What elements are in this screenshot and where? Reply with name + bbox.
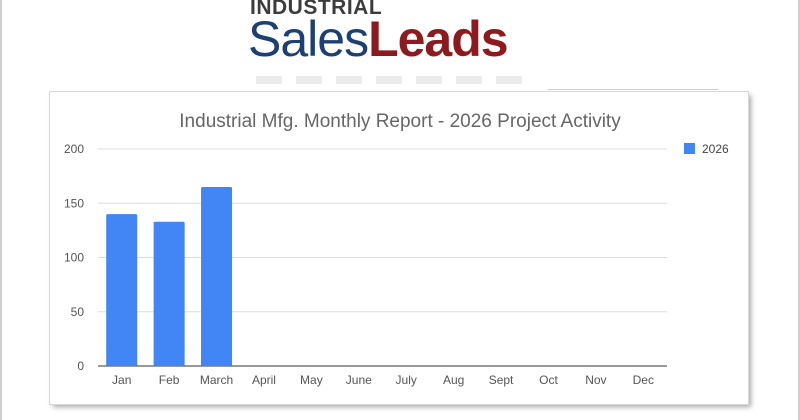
logo-industrial-text: INDUSTRIAL [250, 0, 383, 19]
page-edge-left [0, 0, 2, 420]
x-tick-label: Feb [159, 373, 180, 387]
x-tick-label: Nov [585, 373, 606, 387]
gridlines [98, 148, 667, 367]
y-tick-label: 50 [71, 305, 85, 319]
x-tick-label: July [396, 373, 417, 387]
x-tick-label: Jan [112, 373, 131, 387]
header-divider [548, 89, 718, 90]
bar-chart: Industrial Mfg. Monthly Report - 2026 Pr… [64, 111, 729, 387]
x-tick-label: May [300, 373, 323, 387]
bars [106, 186, 233, 366]
legend-label: 2026 [702, 142, 729, 156]
logo-sales-text: Sales [248, 11, 369, 67]
x-tick-label: April [252, 373, 276, 387]
x-tick-label: June [346, 373, 372, 387]
legend-swatch [684, 143, 695, 154]
logo-leads-text: Leads [368, 11, 509, 67]
bar [201, 186, 233, 366]
y-tick-label: 100 [64, 251, 84, 265]
y-tick-label: 200 [64, 142, 84, 156]
y-tick-label: 150 [64, 196, 84, 210]
x-tick-label: Sept [489, 373, 514, 387]
x-tick-label: Dec [633, 373, 654, 387]
logo-wordmark: SalesLeads [248, 10, 509, 68]
chart-title: Industrial Mfg. Monthly Report - 2026 Pr… [179, 111, 621, 132]
logo-reflection [256, 76, 526, 84]
x-tick-label: Aug [443, 373, 464, 387]
y-axis-ticks: 0 50 100 150 200 [64, 142, 84, 373]
x-axis-ticks: Jan Feb March April May June July Aug Sept Oct Nov… [112, 373, 654, 387]
x-tick-label: Oct [539, 373, 558, 387]
bar [106, 214, 138, 366]
chart-panel: Industrial Mfg. Monthly Report - 2026 Pr… [50, 92, 748, 404]
industrial-sales-leads-logo: INDUSTRIAL SalesLeads [248, 0, 548, 88]
page-edge-right [798, 0, 800, 420]
legend: 2026 [684, 142, 729, 156]
x-tick-label: March [200, 373, 233, 387]
y-tick-label: 0 [77, 359, 84, 373]
bar [153, 221, 185, 366]
